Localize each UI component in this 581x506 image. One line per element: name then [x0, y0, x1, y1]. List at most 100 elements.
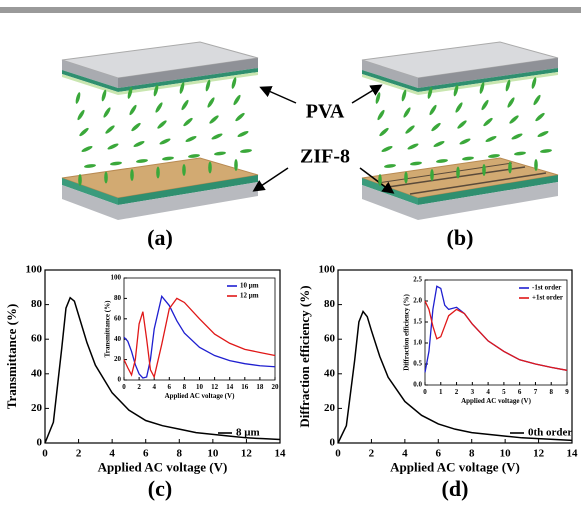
lc-molecule	[235, 112, 245, 122]
x-tick-label: 20	[272, 383, 280, 391]
lc-molecule	[156, 166, 160, 179]
data-line	[337, 310, 573, 444]
bottom-plate-side	[118, 175, 258, 205]
y-axis-label: Diffraction efficiency (%)	[403, 294, 411, 371]
top-plate-side	[118, 58, 258, 88]
top-rule	[0, 7, 581, 13]
bottom-plate-side	[62, 178, 118, 205]
x-tick-label: 4	[152, 383, 156, 391]
lc-molecule	[459, 138, 471, 145]
lc-molecule	[483, 117, 493, 127]
x-tick-label: 4	[402, 447, 408, 459]
lc-molecule	[237, 131, 249, 137]
lc-molecule	[401, 89, 407, 102]
lc-molecule	[381, 146, 393, 152]
lc-molecule	[436, 159, 448, 163]
lc-molecule	[534, 159, 538, 171]
lc-molecule	[209, 115, 219, 124]
lc-molecule	[457, 120, 467, 129]
x-tick-label: 12	[211, 383, 219, 391]
panel-label: (d)	[442, 476, 469, 501]
lc-molecule	[234, 159, 238, 171]
lc-molecule	[540, 149, 552, 153]
lc-molecule	[379, 127, 389, 137]
lc-molecule	[159, 138, 171, 145]
lc-molecule	[462, 156, 474, 161]
data-line	[123, 297, 276, 379]
data-line	[44, 296, 281, 444]
lc-molecule	[101, 89, 107, 102]
y-tick-label: 40	[31, 367, 43, 379]
arrow	[252, 167, 289, 192]
groove	[377, 162, 513, 184]
lc-molecule	[455, 102, 463, 113]
x-tick-label: 9	[565, 388, 569, 396]
lc-molecule	[375, 92, 381, 104]
lc-molecule	[127, 87, 133, 99]
lc-molecule	[378, 174, 382, 186]
arrow	[351, 84, 383, 104]
y-tick-label: 100	[319, 264, 336, 276]
lc-molecule	[433, 141, 445, 147]
groove	[387, 166, 526, 188]
lc-molecule	[207, 97, 215, 108]
x-axis-label: Applied AC voltage (V)	[98, 460, 228, 475]
legend-label: +1st order	[532, 294, 563, 302]
lc-molecule	[481, 99, 489, 111]
y-tick-label: 60	[31, 333, 43, 345]
lc-molecule	[78, 174, 82, 186]
y-tick-label: 20	[114, 355, 122, 363]
lc-molecule	[105, 125, 115, 134]
panel-label: (a)	[147, 225, 173, 250]
legend-label: 12 μm	[240, 292, 259, 300]
x-tick-label: 0	[335, 447, 341, 459]
y-tick-label: 1.0	[413, 339, 422, 347]
x-tick-label: 6	[168, 383, 172, 391]
lc-molecule	[240, 149, 252, 153]
lc-molecule	[110, 161, 122, 166]
plot-frame	[44, 269, 281, 444]
plot-frame	[337, 269, 573, 444]
y-axis-label: Transmittance (%)	[104, 300, 112, 357]
groove	[409, 172, 547, 195]
y-axis-label: Transmittance (%)	[4, 304, 19, 410]
x-axis-label: Applied AC voltage (V)	[461, 397, 531, 405]
lc-molecule	[185, 136, 197, 142]
lc-molecule	[233, 94, 241, 106]
lc-molecule	[181, 99, 189, 111]
y-tick-label: 60	[324, 333, 336, 345]
x-tick-label: 6	[143, 447, 149, 459]
lc-molecule	[188, 154, 200, 158]
x-axis-label: Applied AC voltage (V)	[390, 460, 520, 475]
y-tick-label: 0	[118, 376, 122, 384]
lc-molecule	[129, 104, 137, 116]
lc-molecule	[107, 143, 119, 150]
lc-molecule	[509, 115, 519, 124]
lc-molecule	[377, 109, 385, 121]
lc-molecule	[533, 94, 541, 106]
y-tick-label: 2.5	[413, 276, 422, 284]
lc-molecule	[84, 164, 96, 168]
x-tick-label: 8	[183, 383, 187, 391]
lc-molecule	[535, 112, 545, 122]
x-tick-label: 2	[137, 383, 141, 391]
lc-molecule	[427, 87, 433, 99]
lc-molecule	[430, 169, 434, 181]
arrow	[259, 86, 297, 104]
y-tick-label: 20	[31, 402, 43, 414]
y-tick-label: 0.5	[413, 360, 422, 368]
lc-molecule	[505, 79, 511, 92]
lc-molecule	[514, 151, 526, 156]
y-tick-label: 1.5	[413, 318, 422, 326]
lc-molecule	[431, 122, 441, 132]
x-tick-label: 3	[471, 388, 475, 396]
panel-label: (b)	[447, 225, 474, 250]
lc-molecule	[453, 84, 459, 97]
top-plate-side	[418, 58, 558, 88]
lc-molecule	[410, 161, 422, 166]
lc-molecule	[537, 131, 549, 137]
bottom-plate-side	[418, 175, 558, 205]
y-tick-label: 2.0	[413, 297, 422, 305]
